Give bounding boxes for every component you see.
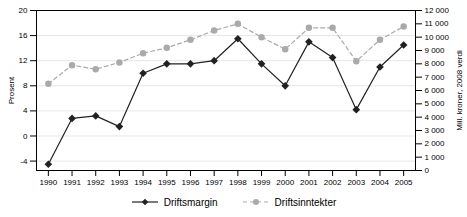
svg-text:2004: 2004 [371, 178, 389, 187]
svg-text:2001: 2001 [300, 178, 318, 187]
svg-text:1990: 1990 [39, 178, 57, 187]
svg-text:-4: -4 [20, 157, 28, 166]
svg-text:7 000: 7 000 [425, 73, 446, 82]
svg-text:2002: 2002 [324, 178, 342, 187]
svg-text:Mill. kroner, 2008 verdi: Mill. kroner, 2008 verdi [455, 50, 464, 131]
svg-text:11 000: 11 000 [425, 19, 449, 28]
svg-text:12 000: 12 000 [425, 6, 450, 15]
svg-text:0: 0 [425, 166, 430, 175]
svg-text:20: 20 [19, 6, 28, 15]
svg-text:1991: 1991 [63, 178, 81, 187]
svg-text:4: 4 [23, 106, 28, 115]
svg-text:5 000: 5 000 [425, 99, 446, 108]
svg-text:6 000: 6 000 [425, 86, 446, 95]
svg-text:12: 12 [19, 56, 28, 65]
svg-text:3 000: 3 000 [425, 126, 446, 135]
svg-text:Prosent: Prosent [7, 76, 16, 104]
svg-text:10 000: 10 000 [425, 33, 450, 42]
svg-text:1994: 1994 [134, 178, 152, 187]
svg-text:1992: 1992 [87, 178, 105, 187]
html-text:Driftsmargin: Driftsmargin [163, 196, 218, 208]
svg-text:2 000: 2 000 [425, 139, 446, 148]
svg-text:1998: 1998 [229, 178, 247, 187]
svg-text:1997: 1997 [205, 178, 223, 187]
svg-text:1995: 1995 [158, 178, 176, 187]
svg-text:4 000: 4 000 [425, 113, 446, 122]
svg-text:2003: 2003 [347, 178, 365, 187]
svg-text:16: 16 [19, 31, 28, 40]
svg-text:2005: 2005 [395, 178, 413, 187]
html-text:Driftsinntekter: Driftsinntekter [274, 196, 337, 208]
svg-text:9 000: 9 000 [425, 46, 446, 55]
svg-text:1999: 1999 [253, 178, 271, 187]
svg-text:8 000: 8 000 [425, 59, 446, 68]
svg-text:2000: 2000 [276, 178, 294, 187]
svg-text:1996: 1996 [182, 178, 200, 187]
svg-text:1993: 1993 [111, 178, 129, 187]
svg-text:8: 8 [23, 81, 28, 90]
svg-text:0: 0 [23, 132, 28, 141]
svg-text:1 000: 1 000 [425, 153, 446, 162]
